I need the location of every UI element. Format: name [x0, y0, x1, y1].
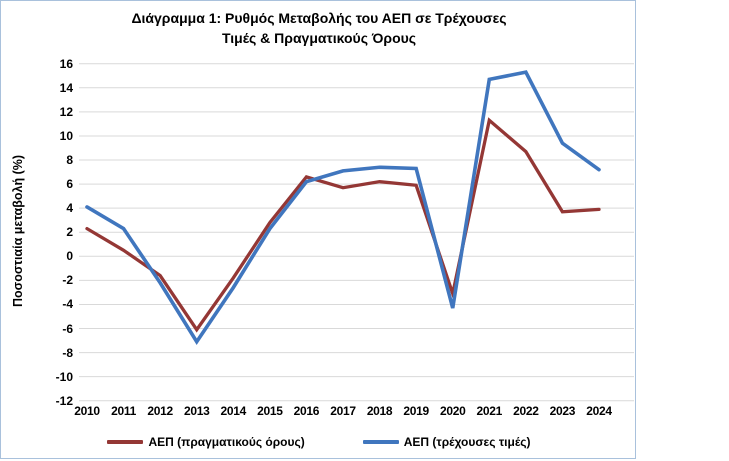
series-line-0 [85, 117, 601, 333]
x-tick-label: 2010 [74, 404, 100, 418]
plot-area [79, 63, 634, 402]
x-tick-label: 2017 [330, 404, 356, 418]
chart-title: Διάγραμμα 1: Ρυθμός Μεταβολής του ΑΕΠ σε… [1, 8, 637, 48]
x-tick-label: 2019 [403, 404, 429, 418]
legend-item-current-prices: ΑΕΠ (τρέχουσες τιμές) [362, 435, 531, 449]
chart-title-line1: Διάγραμμα 1: Ρυθμός Μεταβολής του ΑΕΠ σε… [131, 10, 507, 26]
y-tick-label: 4 [66, 201, 73, 216]
y-tick-label: 8 [66, 153, 73, 168]
y-tick-label: -10 [55, 369, 73, 384]
y-tick-label: 0 [66, 249, 73, 264]
legend-line-swatch-red [107, 440, 144, 444]
legend-label-real-terms: ΑΕΠ (πραγματικούς όρους) [148, 435, 305, 449]
y-tick-label: 16 [59, 56, 73, 71]
x-tick-label: 2024 [586, 404, 612, 418]
x-tick-label: 2012 [147, 404, 173, 418]
y-tick-label: 6 [66, 177, 73, 192]
legend: ΑΕΠ (πραγματικούς όρους) ΑΕΠ (τρέχουσες … [1, 430, 637, 454]
x-tick-label: 2013 [183, 404, 210, 418]
y-tick-label: 10 [59, 128, 73, 143]
y-tick-label: -2 [62, 273, 73, 288]
x-tick-label: 2023 [549, 404, 576, 418]
x-tick-label: 2022 [513, 404, 539, 418]
y-tick-label: 12 [59, 104, 73, 119]
y-tick-label: 14 [59, 80, 73, 95]
y-tick-label: 2 [66, 225, 73, 240]
x-tick-label: 2020 [439, 404, 466, 418]
x-tick-label: 2018 [366, 404, 393, 418]
x-tick-label: 2011 [111, 404, 136, 418]
legend-item-real-terms: ΑΕΠ (πραγματικούς όρους) [107, 435, 305, 449]
y-tick-label: -12 [55, 393, 73, 408]
x-tick-label: 2016 [293, 404, 320, 418]
y-tick-label: -4 [62, 297, 73, 312]
x-tick-label: 2021 [476, 404, 503, 418]
x-tick-label: 2014 [220, 404, 247, 418]
series-line-1 [85, 70, 601, 346]
chart-title-line2: Τιμές & Πραγματικούς Όρους [221, 30, 417, 46]
y-tick-label: -8 [62, 345, 73, 360]
legend-line-swatch-blue [362, 440, 399, 444]
legend-label-current-prices: ΑΕΠ (τρέχουσες τιμές) [403, 435, 531, 449]
chart-container: Διάγραμμα 1: Ρυθμός Μεταβολής του ΑΕΠ σε… [0, 0, 636, 459]
x-tick-label: 2015 [257, 404, 283, 418]
y-tick-label: -6 [62, 321, 73, 336]
